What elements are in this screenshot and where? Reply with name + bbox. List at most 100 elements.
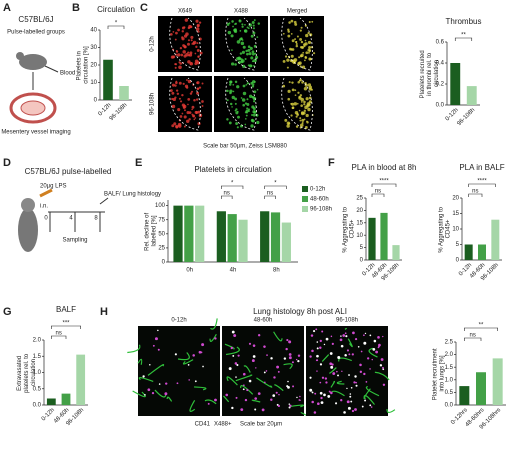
signal	[226, 89, 229, 93]
signal	[287, 89, 291, 93]
signal	[296, 112, 299, 115]
y-tick-label: 0	[94, 98, 98, 104]
significance-label: *	[231, 181, 234, 187]
signal	[228, 121, 232, 125]
tissue	[209, 333, 217, 343]
signal	[246, 103, 250, 106]
platelet	[165, 382, 168, 385]
platelet	[288, 353, 292, 356]
signal	[244, 23, 246, 26]
platelet	[346, 349, 350, 352]
signal	[192, 114, 196, 118]
platelet	[340, 399, 343, 402]
dose: 20µg LPS	[40, 184, 66, 190]
signal	[295, 115, 298, 118]
mesentery-icon	[9, 92, 57, 124]
platelet	[194, 380, 197, 383]
signal	[172, 31, 175, 33]
platelet	[323, 343, 326, 346]
platelet	[351, 353, 354, 356]
signal	[236, 85, 240, 89]
chart-title: Platelets in circulation	[194, 165, 271, 174]
tissue	[331, 390, 345, 397]
platelet	[192, 354, 195, 357]
platelet	[324, 377, 328, 380]
significance-label: *	[274, 181, 277, 187]
y-tick-label: 0.4	[436, 61, 445, 67]
signal	[299, 123, 304, 128]
y-tick-label: 75	[158, 217, 165, 223]
platelet	[233, 334, 237, 338]
platelet	[292, 385, 295, 388]
platelet	[266, 354, 268, 356]
platelet	[296, 396, 298, 399]
signal	[295, 42, 298, 46]
platelet	[319, 363, 323, 366]
platelet	[263, 371, 266, 374]
signal	[247, 45, 251, 48]
platelet	[345, 335, 348, 338]
platelet	[234, 362, 238, 365]
y-tick-label: 10	[452, 227, 459, 233]
platelet	[174, 353, 177, 356]
arrow	[99, 197, 109, 205]
signal	[291, 39, 295, 43]
tissue	[224, 343, 235, 350]
bar	[466, 86, 477, 105]
bar	[119, 86, 129, 100]
signal	[298, 109, 301, 112]
signal	[196, 87, 200, 91]
y-tick-label: 2.0	[445, 352, 454, 358]
signal	[234, 97, 237, 101]
signal	[232, 90, 235, 93]
tissue	[223, 395, 230, 403]
y-tick-label: 30	[90, 45, 97, 51]
platelet	[299, 399, 301, 402]
signal	[253, 19, 256, 21]
mouse-icon	[19, 54, 47, 70]
significance-bracket	[221, 195, 233, 199]
signal	[287, 30, 290, 33]
signal	[250, 81, 254, 85]
tissue	[321, 354, 330, 362]
platelet	[286, 338, 289, 342]
signal	[238, 57, 242, 61]
signal	[234, 102, 237, 105]
micrograph	[158, 76, 212, 132]
platelet	[367, 357, 370, 360]
platelet	[207, 402, 210, 405]
platelet	[248, 342, 252, 345]
platelet	[364, 332, 367, 335]
blood-label: Blood	[60, 71, 75, 77]
y-tick-label: 0.5	[33, 386, 42, 392]
signal	[235, 108, 238, 111]
signal	[246, 26, 249, 29]
platelet	[353, 381, 356, 384]
platelet	[342, 334, 346, 337]
signal	[303, 103, 306, 106]
platelet	[355, 384, 358, 387]
tissue	[137, 358, 143, 365]
signal	[242, 45, 246, 49]
platelet	[309, 376, 312, 379]
signal	[242, 103, 246, 107]
signal	[195, 27, 200, 31]
platelet	[360, 350, 363, 353]
signal	[235, 111, 239, 115]
signal	[304, 56, 308, 59]
signal	[231, 62, 235, 66]
bar	[459, 386, 470, 405]
title: C57BL/6J pulse-labelled	[25, 167, 112, 176]
platelet	[230, 346, 233, 350]
tissue	[226, 376, 238, 386]
signal	[250, 64, 253, 67]
platelet	[157, 348, 160, 351]
signal	[238, 19, 242, 23]
signal	[298, 56, 301, 59]
signal	[175, 80, 178, 83]
y-tick-label: 0.0	[33, 403, 42, 409]
signal	[229, 80, 233, 84]
platelet	[263, 345, 266, 348]
signal	[251, 50, 255, 54]
platelet	[319, 339, 322, 343]
